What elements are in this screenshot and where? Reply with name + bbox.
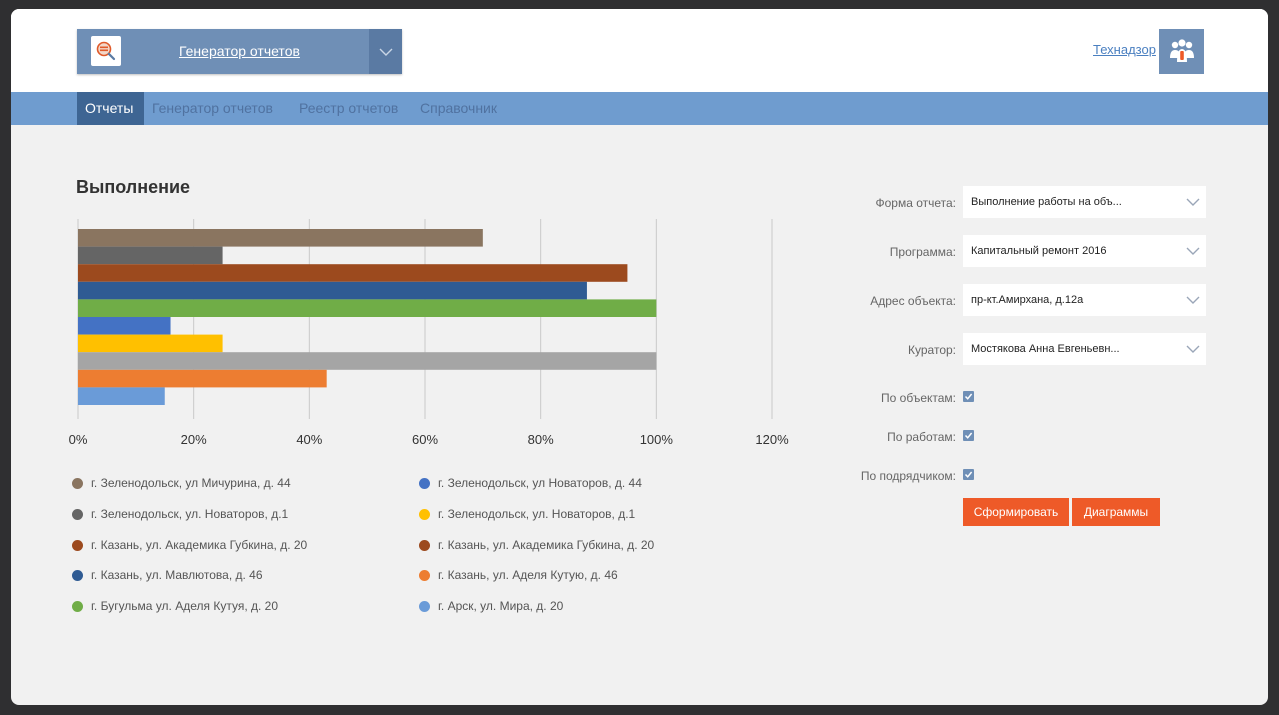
program-select[interactable]: Капитальный ремонт 2016 <box>963 235 1206 267</box>
app-logo-icon <box>91 36 121 66</box>
legend-label: г. Зеленодольск, ул Мичурина, д. 44 <box>91 476 291 490</box>
users-group-icon[interactable] <box>1159 29 1204 74</box>
program-label: Программа: <box>889 245 956 259</box>
top-bar: Генератор отчетов Технадзор <box>11 9 1268 92</box>
legend-swatch <box>72 508 83 520</box>
address-label: Адрес объекта: <box>870 294 956 308</box>
chevron-down-icon[interactable] <box>1186 333 1200 365</box>
x-tick-label: 60% <box>412 432 438 447</box>
legend-item: г. Зеленодольск, ул Мичурина, д. 44 <box>72 475 291 491</box>
chevron-down-icon[interactable] <box>1186 235 1200 267</box>
bar <box>78 369 327 388</box>
nav-tab-generator[interactable]: Генератор отчетов <box>152 100 273 116</box>
bar <box>78 299 657 317</box>
completion-bar-chart: 0% 20% 40% 60% 80% 100% 120% <box>69 219 789 447</box>
legend-item: г. Казань, ул. Академика Губкина, д. 20 <box>72 537 307 553</box>
legend-label: г. Зеленодольск, ул. Новаторов, д.1 <box>91 507 289 521</box>
bar <box>78 387 165 405</box>
x-tick-label: 120% <box>755 432 789 447</box>
page-title: Выполнение <box>76 177 191 197</box>
x-tick-label: 100% <box>640 432 674 447</box>
legend-swatch <box>72 600 83 612</box>
bar <box>78 317 171 335</box>
bar <box>78 229 483 247</box>
by-contractor-checkbox[interactable] <box>963 469 974 480</box>
form-type-select[interactable]: Выполнение работы на объ... <box>963 186 1206 218</box>
legend-swatch <box>419 539 430 551</box>
curator-label: Куратор: <box>908 343 956 357</box>
legend-item: г. Зеленодольск, ул Новаторов, д. 44 <box>419 475 642 491</box>
legend-swatch <box>419 600 430 612</box>
chevron-down-icon[interactable] <box>369 29 402 74</box>
legend-item: г. Казань, ул. Мавлютова, д. 46 <box>72 567 263 583</box>
by-objects-label: По объектам: <box>881 391 956 405</box>
curator-select[interactable]: Мостякова Анна Евгеньевн... <box>963 333 1206 365</box>
legend-item: г. Арск, ул. Мира, д. 20 <box>419 598 563 614</box>
legend-label: г. Арск, ул. Мира, д. 20 <box>438 599 564 613</box>
x-tick-label: 80% <box>528 432 554 447</box>
app-switcher[interactable]: Генератор отчетов <box>77 29 402 74</box>
bar <box>78 352 657 370</box>
legend-item: г. Зеленодольск, ул. Новаторов, д.1 <box>72 506 288 522</box>
by-works-label: По работам: <box>887 430 956 444</box>
diagrams-button[interactable]: Диаграммы <box>1072 498 1160 526</box>
app-title-link[interactable]: Генератор отчетов <box>179 43 300 59</box>
x-tick-label: 40% <box>296 432 322 447</box>
address-select[interactable]: пр-кт.Амирхана, д.12а <box>963 284 1206 316</box>
legend-swatch <box>72 569 83 581</box>
form-type-label: Форма отчета: <box>875 196 956 210</box>
legend-label: г. Зеленодольск, ул Новаторов, д. 44 <box>438 476 642 490</box>
legend-item: г. Зеленодольск, ул. Новаторов, д.1 <box>419 506 635 522</box>
user-name-link[interactable]: Технадзор <box>1093 42 1156 57</box>
by-objects-checkbox[interactable] <box>963 391 974 402</box>
legend-label: г. Казань, ул. Академика Губкина, д. 20 <box>438 538 655 552</box>
legend-swatch <box>72 539 83 551</box>
legend-label: г. Зеленодольск, ул. Новаторов, д.1 <box>438 507 636 521</box>
by-works-checkbox[interactable] <box>963 430 974 441</box>
legend-swatch <box>419 477 430 489</box>
bar <box>78 281 587 300</box>
bar <box>78 334 223 353</box>
bar <box>78 264 628 282</box>
legend-item: г. Казань, ул. Академика Губкина, д. 20 <box>419 537 654 553</box>
nav-tab-registry[interactable]: Реестр отчетов <box>299 100 399 116</box>
legend-label: г. Казань, ул. Академика Губкина, д. 20 <box>91 538 308 552</box>
legend-swatch <box>419 569 430 581</box>
x-tick-label: 0% <box>69 432 88 447</box>
legend-item: г. Бугульма ул. Аделя Кутуя, д. 20 <box>72 598 278 614</box>
legend-label: г. Казань, ул. Аделя Кутую, д. 46 <box>438 568 618 582</box>
nav-tab-reports[interactable]: Отчеты <box>77 92 144 125</box>
app-window: Генератор отчетов Технадзор Отчеты Генер… <box>11 9 1268 705</box>
chevron-down-icon[interactable] <box>1186 284 1200 316</box>
bar <box>78 246 223 265</box>
legend-label: г. Казань, ул. Мавлютова, д. 46 <box>91 568 263 582</box>
by-contractor-label: По подрядчиком: <box>860 469 956 483</box>
legend-label: г. Бугульма ул. Аделя Кутуя, д. 20 <box>91 599 279 613</box>
generate-button[interactable]: Сформировать <box>963 498 1069 526</box>
legend-item: г. Казань, ул. Аделя Кутую, д. 46 <box>419 567 618 583</box>
nav-tab-directory[interactable]: Справочник <box>420 100 497 116</box>
legend-swatch <box>419 508 430 520</box>
main-nav: Отчеты Генератор отчетов Реестр отчетов … <box>11 92 1268 125</box>
x-tick-label: 20% <box>181 432 207 447</box>
legend-swatch <box>72 477 83 489</box>
chevron-down-icon[interactable] <box>1186 186 1200 218</box>
